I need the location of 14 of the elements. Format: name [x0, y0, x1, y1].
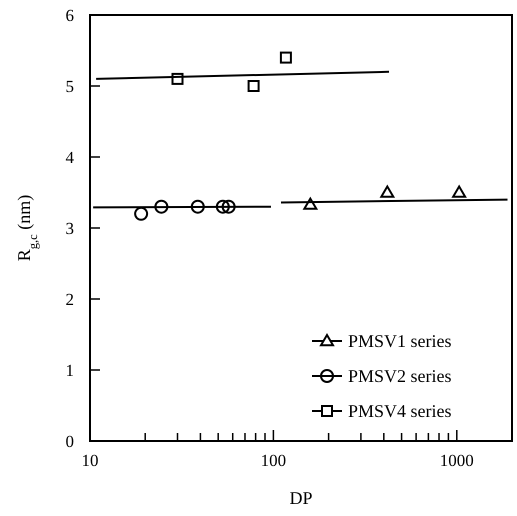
y-tick-label: 3 — [66, 219, 74, 238]
x-axis-title: DP — [289, 488, 313, 508]
y-tick-label: 0 — [66, 432, 74, 451]
x-tick-label: 100 — [260, 451, 286, 470]
legend-label: PMSV4 series — [348, 401, 452, 421]
y-tick-label: 5 — [66, 77, 74, 96]
x-tick-label: 1000 — [440, 451, 474, 470]
x-tick-label: 10 — [82, 451, 98, 470]
y-tick-label: 4 — [66, 148, 74, 167]
legend-label: PMSV1 series — [348, 331, 452, 351]
y-tick-label: 1 — [66, 361, 74, 380]
y-tick-label: 2 — [66, 290, 74, 309]
legend-label: PMSV2 series — [348, 366, 452, 386]
y-tick-label: 6 — [66, 6, 74, 25]
